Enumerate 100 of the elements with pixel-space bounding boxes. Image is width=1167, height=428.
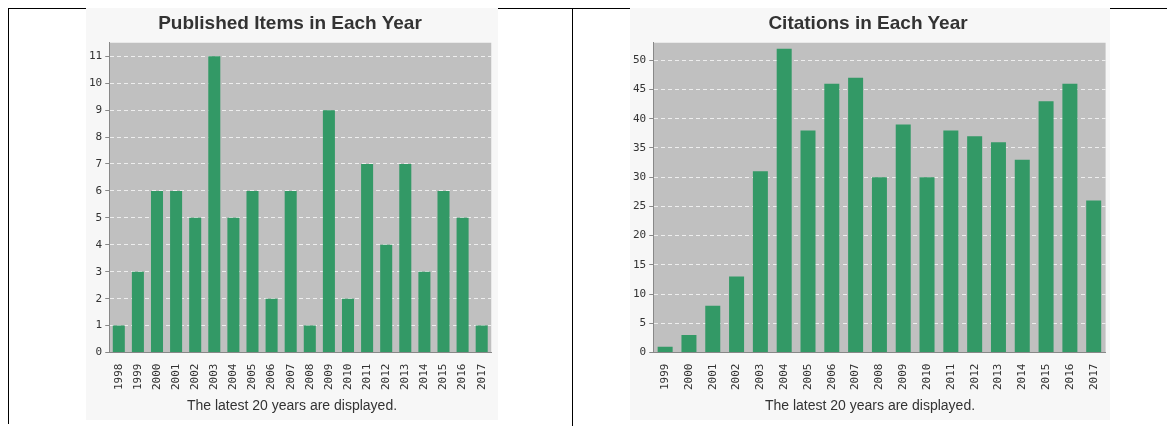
bar xyxy=(990,142,1006,353)
x-tick-label: 2010 xyxy=(919,363,933,391)
y-tick-label: 5 xyxy=(639,316,647,330)
bar xyxy=(361,163,374,353)
x-tick-label: 2015 xyxy=(436,363,450,391)
text: The latest 20 years are displayed. xyxy=(185,397,399,413)
x-tick-label: 2017 xyxy=(474,363,488,391)
x-tick-label: 2006 xyxy=(264,363,278,391)
bar xyxy=(800,130,816,353)
y-tick-label: 1 xyxy=(95,318,103,332)
x-tick-label: 2016 xyxy=(1062,363,1076,391)
y-tick-label: 30 xyxy=(633,170,647,184)
bar xyxy=(456,217,469,353)
x-tick-label: 2000 xyxy=(681,363,695,391)
y-tick-label: 9 xyxy=(95,102,103,116)
x-tick-label: 2014 xyxy=(417,363,431,391)
y-tick-label: 3 xyxy=(95,264,103,278)
y-tick-label: 6 xyxy=(95,183,103,197)
bar xyxy=(871,177,887,353)
bar xyxy=(150,190,164,353)
y-tick-label: 25 xyxy=(633,199,647,213)
x-tick-label: 2011 xyxy=(943,363,957,391)
y-tick-label: 10 xyxy=(633,286,647,300)
bar xyxy=(475,325,488,353)
x-tick-label: 1998 xyxy=(111,363,125,391)
x-tick-label: 2013 xyxy=(398,363,412,391)
bar xyxy=(943,130,959,353)
x-tick-label: 2003 xyxy=(207,363,221,391)
x-tick-label: 1999 xyxy=(130,363,144,391)
chart-title: Published Items in Each Year xyxy=(158,11,423,33)
y-tick-label: 2 xyxy=(95,291,103,305)
x-tick-label: 2009 xyxy=(896,363,910,391)
y-tick-label: 50 xyxy=(633,53,647,67)
x-tick-label: 2002 xyxy=(729,363,743,391)
bar xyxy=(824,83,840,353)
x-tick-label: 2014 xyxy=(1015,363,1029,391)
x-tick-label: 2007 xyxy=(848,363,862,391)
bar xyxy=(112,325,125,353)
x-tick-label: 2006 xyxy=(824,363,838,391)
x-tick-label: 2013 xyxy=(991,363,1005,391)
y-tick-label: 35 xyxy=(633,140,647,154)
x-tick-label: 2004 xyxy=(777,363,791,391)
bar xyxy=(776,48,792,353)
x-tick-label: 2017 xyxy=(1086,363,1100,391)
x-tick-label: 2012 xyxy=(379,363,393,391)
bar xyxy=(1038,101,1054,353)
x-tick-label: 1999 xyxy=(658,363,672,391)
y-tick-label: 20 xyxy=(633,228,647,242)
bar xyxy=(399,163,412,353)
bar xyxy=(657,346,673,353)
bar xyxy=(437,190,450,353)
bar xyxy=(131,271,144,353)
bar xyxy=(418,271,431,353)
y-tick-label: 0 xyxy=(639,345,647,359)
bar xyxy=(322,110,335,353)
y-tick-label: 7 xyxy=(95,156,103,170)
x-tick-label: 2001 xyxy=(705,363,719,391)
bar xyxy=(848,77,864,353)
bar xyxy=(729,276,745,353)
x-tick-label: 2016 xyxy=(455,363,469,391)
x-tick-label: 2005 xyxy=(245,363,259,391)
bar xyxy=(1014,159,1030,353)
bar xyxy=(189,217,202,353)
y-tick-label: 45 xyxy=(633,82,647,96)
chart-title: Citations in Each Year xyxy=(768,11,969,33)
bar xyxy=(967,136,983,353)
x-tick-label: 2004 xyxy=(226,363,240,391)
y-tick-label: 15 xyxy=(633,257,647,271)
bar xyxy=(303,325,316,353)
x-tick-label: 2012 xyxy=(967,363,981,391)
x-tick-label: 2011 xyxy=(359,363,373,391)
x-tick-label: 2002 xyxy=(188,363,202,391)
y-tick-label: 4 xyxy=(95,237,103,251)
y-tick-label: 8 xyxy=(95,129,103,143)
bar xyxy=(227,217,240,353)
x-tick-label: 2008 xyxy=(302,363,316,391)
y-tick-label: 0 xyxy=(95,345,103,359)
x-tick-label: 2015 xyxy=(1038,363,1052,391)
x-tick-label: 2005 xyxy=(800,363,814,391)
text: The latest 20 years are displayed. xyxy=(763,397,977,413)
bar xyxy=(705,305,721,353)
bar xyxy=(895,124,911,353)
x-tick-label: 2003 xyxy=(753,363,767,391)
x-tick-label: 2007 xyxy=(283,363,297,391)
bar xyxy=(752,171,768,353)
bar xyxy=(1062,83,1078,353)
bar xyxy=(919,177,935,353)
bar xyxy=(1086,200,1102,353)
x-tick-label: 2008 xyxy=(872,363,886,391)
bar xyxy=(208,56,221,353)
x-tick-label: 2009 xyxy=(321,363,335,391)
bar xyxy=(246,190,259,353)
bar xyxy=(170,190,183,353)
y-tick-label: 5 xyxy=(95,210,103,224)
bar xyxy=(265,298,278,353)
y-tick-label: 11 xyxy=(89,49,103,63)
x-tick-label: 2010 xyxy=(340,363,354,391)
x-tick-label: 2001 xyxy=(168,363,182,391)
x-tick-label: 2000 xyxy=(149,363,163,391)
bar xyxy=(380,244,393,353)
